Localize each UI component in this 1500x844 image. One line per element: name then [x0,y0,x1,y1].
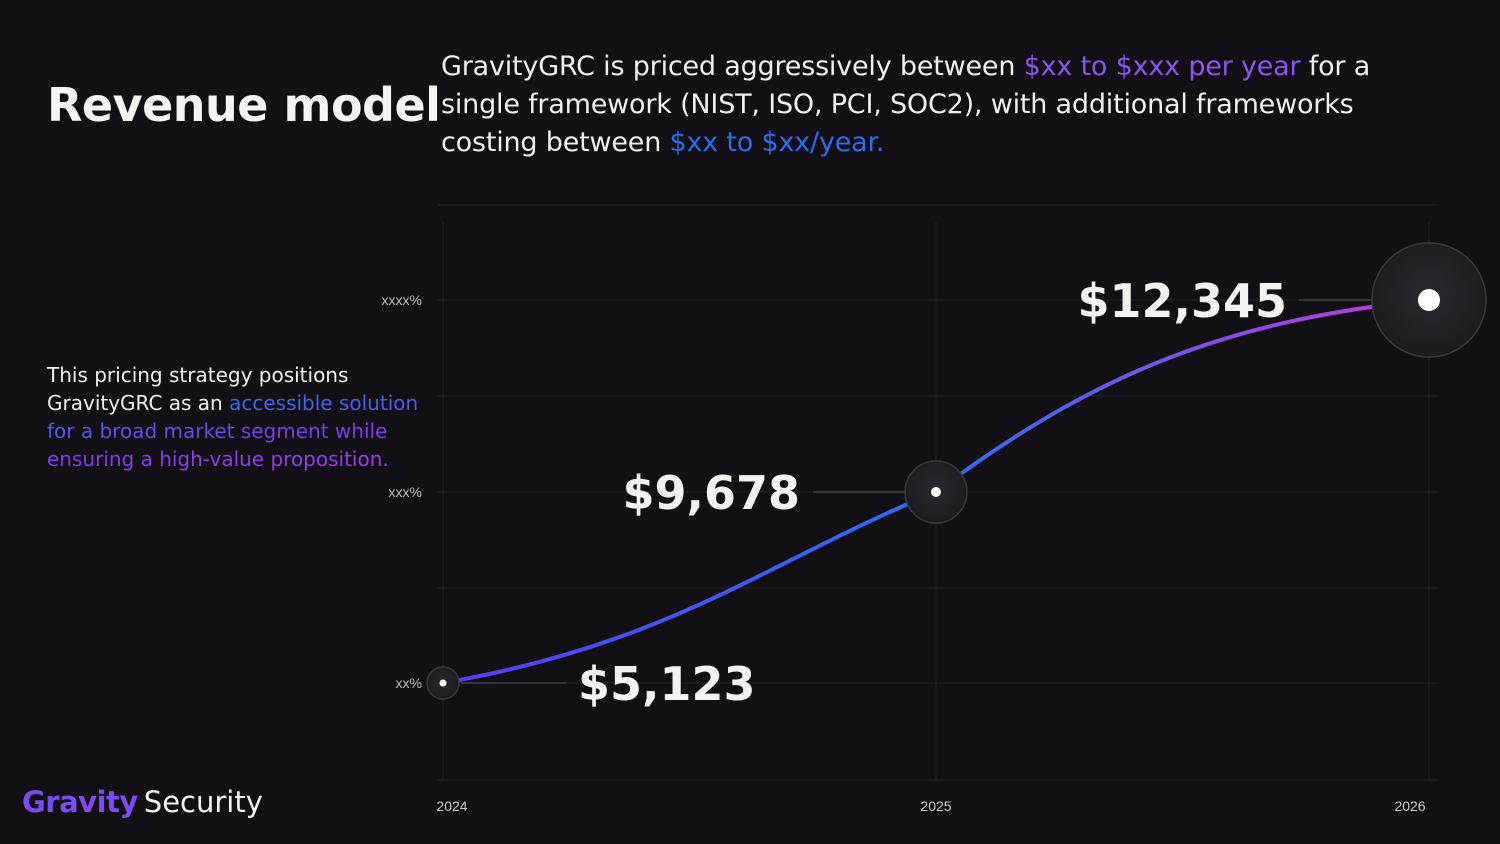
strategy-note-text: This pricing strategy positions GravityG… [47,363,349,415]
logo-gravity-text: Gravity [22,785,138,819]
data-label: $12,345 [1077,274,1287,328]
x-tick-label: 2025 [920,798,951,814]
intro-text-1: GravityGRC is priced aggressively betwee… [441,51,1024,82]
y-tick-label: xxx% [389,484,422,500]
data-point [439,679,447,687]
y-tick-label: xx% [396,675,422,691]
data-point [931,487,941,497]
intro-highlight-additional-price: $xx to $xx/year. [669,127,885,158]
strategy-note: This pricing strategy positions GravityG… [47,361,427,473]
data-label: $5,123 [578,657,756,711]
x-axis-ticks: 2024 2025 2026 [436,798,1425,814]
y-axis-ticks: xx% xxx% xxxx% [382,292,422,691]
x-tick-label: 2026 [1394,798,1425,814]
data-label: $9,678 [622,466,800,520]
intro-text-2: for a single framework (NIST, ISO, PCI, … [441,51,1371,158]
gravity-security-logo: Gravity Security [22,784,263,820]
page-title: Revenue model [47,78,441,132]
data-points: $5,123 $9,678 $12,345 [426,242,1487,711]
logo-security-text: Security [143,785,263,819]
data-point [1418,289,1440,311]
strategy-note-highlight: accessible solution for a broad market s… [47,391,419,471]
pricing-intro: GravityGRC is priced aggressively betwee… [441,48,1441,162]
intro-highlight-price-range: $xx to $xxx per year [1023,51,1301,82]
x-tick-label: 2024 [436,798,467,814]
y-tick-label: xxxx% [382,292,422,308]
